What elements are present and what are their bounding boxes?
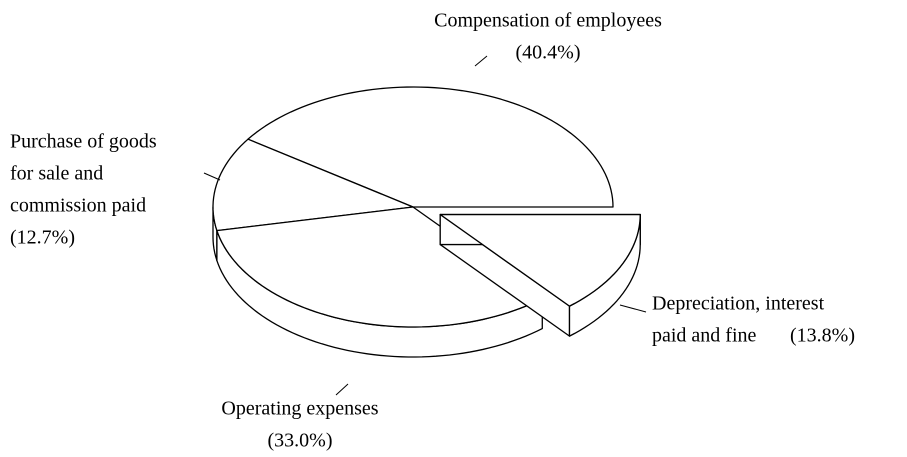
value-label: (13.8%)	[790, 325, 855, 347]
slice-label: Purchase of goods	[10, 131, 157, 153]
value-label: (33.0%)	[268, 430, 333, 452]
slice-label: Depreciation, interest	[652, 293, 825, 315]
leader-line	[474, 55, 488, 67]
value-label: (12.7%)	[10, 227, 75, 249]
leader-line	[619, 304, 647, 313]
slice-label: for sale and	[10, 163, 103, 185]
leader-line	[335, 383, 349, 396]
slice-label: paid and fine	[652, 325, 757, 347]
slice-label: Operating expenses	[221, 398, 378, 420]
slice	[212, 138, 414, 232]
slice	[247, 86, 614, 208]
slice-label: Compensation of employees	[434, 10, 662, 32]
slice-label: commission paid	[10, 195, 146, 217]
leader-line	[203, 172, 221, 181]
value-label: (40.4%)	[516, 42, 581, 64]
slice	[439, 213, 641, 307]
slice	[216, 206, 543, 328]
